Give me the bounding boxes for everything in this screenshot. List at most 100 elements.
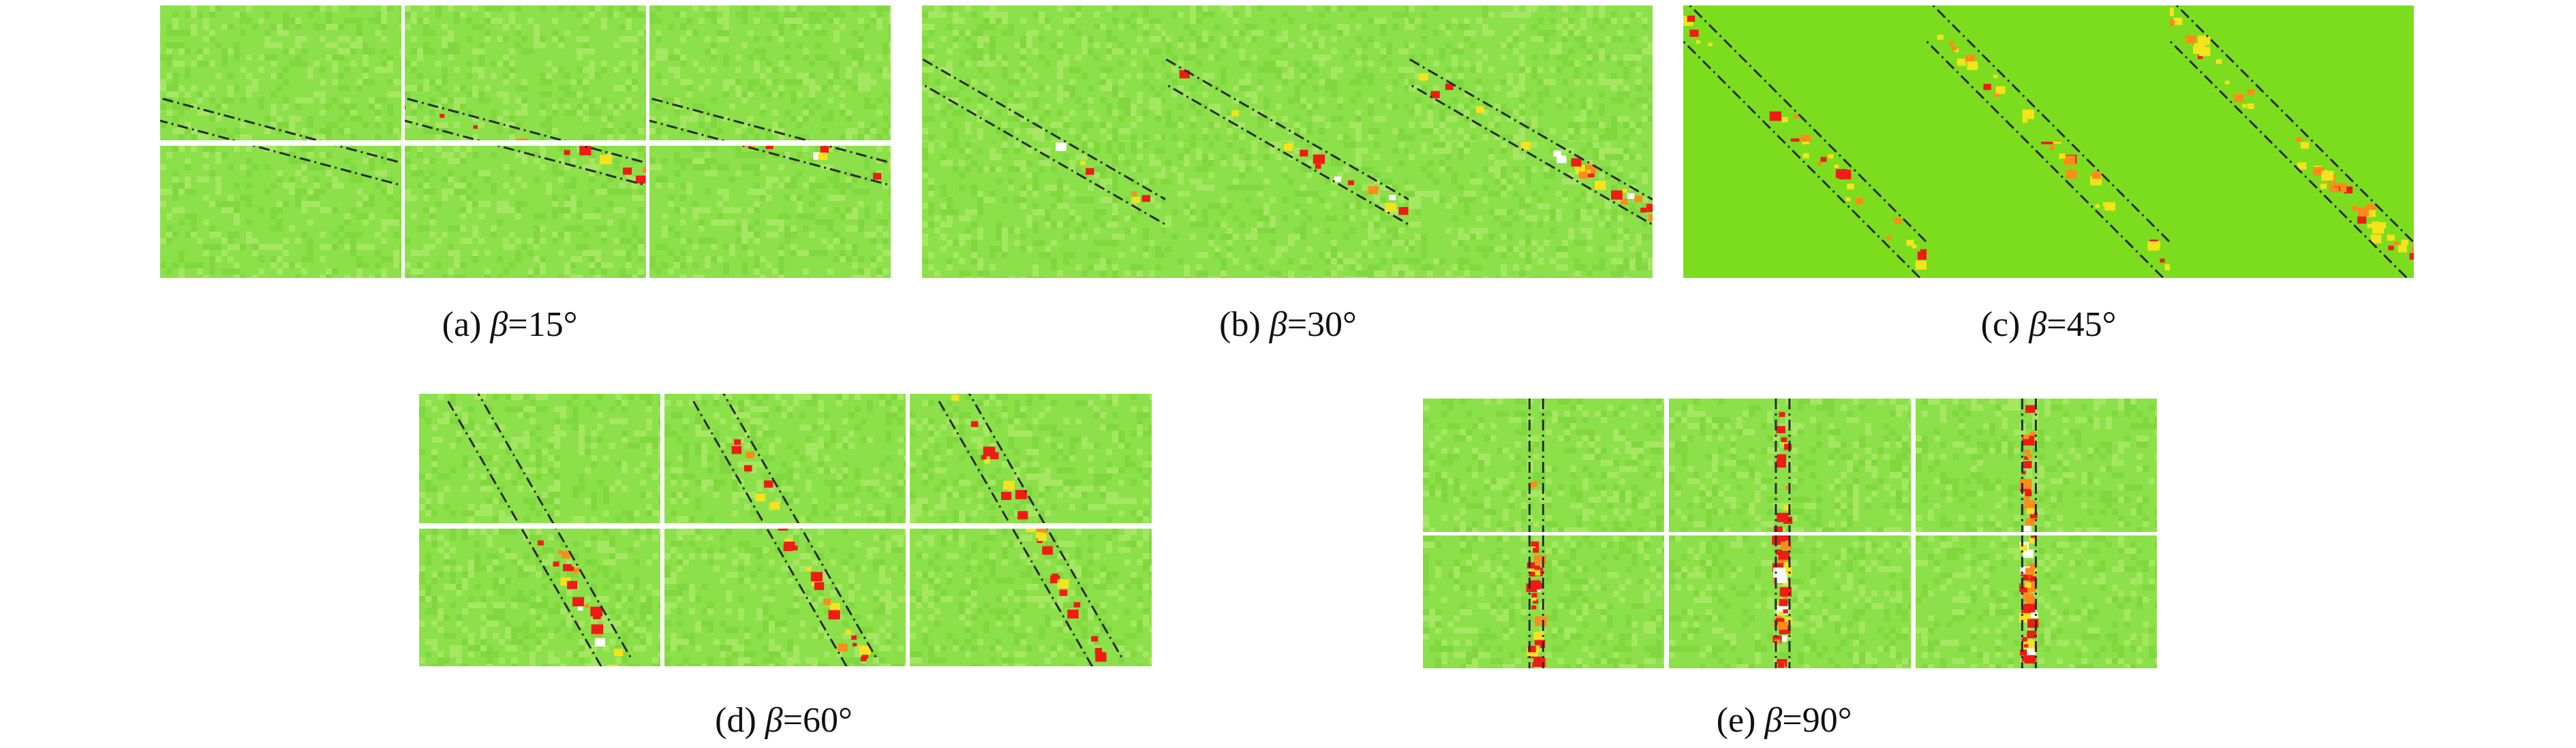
damage-element [1648,215,1653,222]
damage-element [1769,111,1781,121]
damage-element [1886,236,1892,240]
damage-element [1073,602,1081,608]
damage-element [1634,196,1643,202]
damage-element [1368,186,1379,195]
damage-element [1095,653,1107,662]
damage-element [1283,143,1293,151]
damage-element [2173,17,2183,25]
damage-element [1906,240,1914,246]
damage-element [599,155,612,165]
joint-boundary-line [800,529,878,659]
damage-element [572,597,584,607]
damage-element [2066,170,2077,179]
damage-element [2224,80,2230,84]
damage-element [1776,426,1785,433]
damage-element [1993,91,2000,97]
damage-element [1476,106,1484,113]
joint-boundary-line [2170,39,2273,142]
damage-element [853,642,857,646]
damage-element [1056,142,1067,151]
damage-element [1534,565,1540,570]
damage-element [823,598,831,605]
damage-element [990,452,999,460]
damage-element [2027,585,2037,593]
damage-element [1773,526,1783,532]
damage-element [970,421,979,427]
damage-element [2372,224,2385,234]
joint-boundary-line [1011,529,1094,666]
damage-element [1231,110,1239,116]
damage-element [1627,193,1635,200]
damage-element [1003,480,1015,490]
damage-element [1646,204,1653,213]
damage-element [579,146,592,156]
row-separator [1423,532,2157,535]
damage-element [2023,434,2029,439]
matrix-background [1683,142,1927,278]
damage-element [2409,253,2414,260]
damage-element [2367,223,2372,228]
damage-element [1132,197,1140,204]
damage-element [2020,566,2030,574]
joint-boundary-line [477,394,555,523]
damage-element [818,152,828,160]
damage-element [2023,549,2034,558]
damage-element [2024,644,2029,648]
panel-d-subplot-3 [910,394,1152,523]
joint-boundary-line [1824,142,1927,244]
damage-element [784,542,795,550]
damage-element [1385,202,1396,212]
damage-element [2247,103,2254,109]
damage-element [1131,191,1137,196]
damage-element [2387,234,2395,241]
caption-d: (d) β=60° [715,701,853,740]
damage-element [2066,156,2073,161]
damage-element [2029,537,2037,544]
panel-e-subplot-1 [1423,399,1664,532]
damage-element [2031,612,2038,619]
joint-boundary-line [2311,142,2414,245]
damage-element [784,538,792,544]
panel-c-subplot-4 [1683,142,1927,278]
damage-element [862,653,869,659]
damage-element [473,125,478,129]
damage-element [1775,574,1788,583]
damage-element [2024,456,2029,460]
damage-element [1687,15,1696,22]
damage-element [2027,648,2036,656]
damage-element [1777,454,1787,462]
panel-b-image [922,5,1653,278]
row-separator [160,140,891,146]
damage-element [2297,162,2307,170]
panel-b-subplot-2 [1165,5,1409,142]
caption-a: (a) β=15° [442,305,578,344]
panel-d-subplot-2 [664,394,906,523]
damage-element [564,150,570,155]
damage-element [1774,639,1781,644]
damage-element [2197,54,2203,59]
joint-boundary-line [765,529,848,666]
damage-element [2025,518,2035,526]
damage-element [537,540,544,546]
damage-element [2164,264,2170,271]
damage-element [829,602,840,612]
damage-element [1790,138,1800,142]
damage-element [1529,580,1541,590]
damage-element [1783,504,1791,511]
damage-element [2247,89,2255,95]
damage-element [743,465,752,472]
panel-a-subplot-4 [160,146,401,278]
joint-boundary-line [2068,142,2170,244]
joint-boundary-line [1782,142,1922,278]
damage-element [2029,431,2036,437]
damage-element [1520,142,1531,150]
damage-element [1037,533,1047,542]
damage-element [1050,575,1060,584]
panel-a-subplot-5 [405,146,646,278]
damage-element [1781,441,1788,446]
damage-element [1965,54,1975,63]
damage-element [1845,197,1851,202]
panel-d-subplot-4 [419,529,660,666]
damage-element [2051,142,2061,144]
damage-element [1993,74,1998,78]
